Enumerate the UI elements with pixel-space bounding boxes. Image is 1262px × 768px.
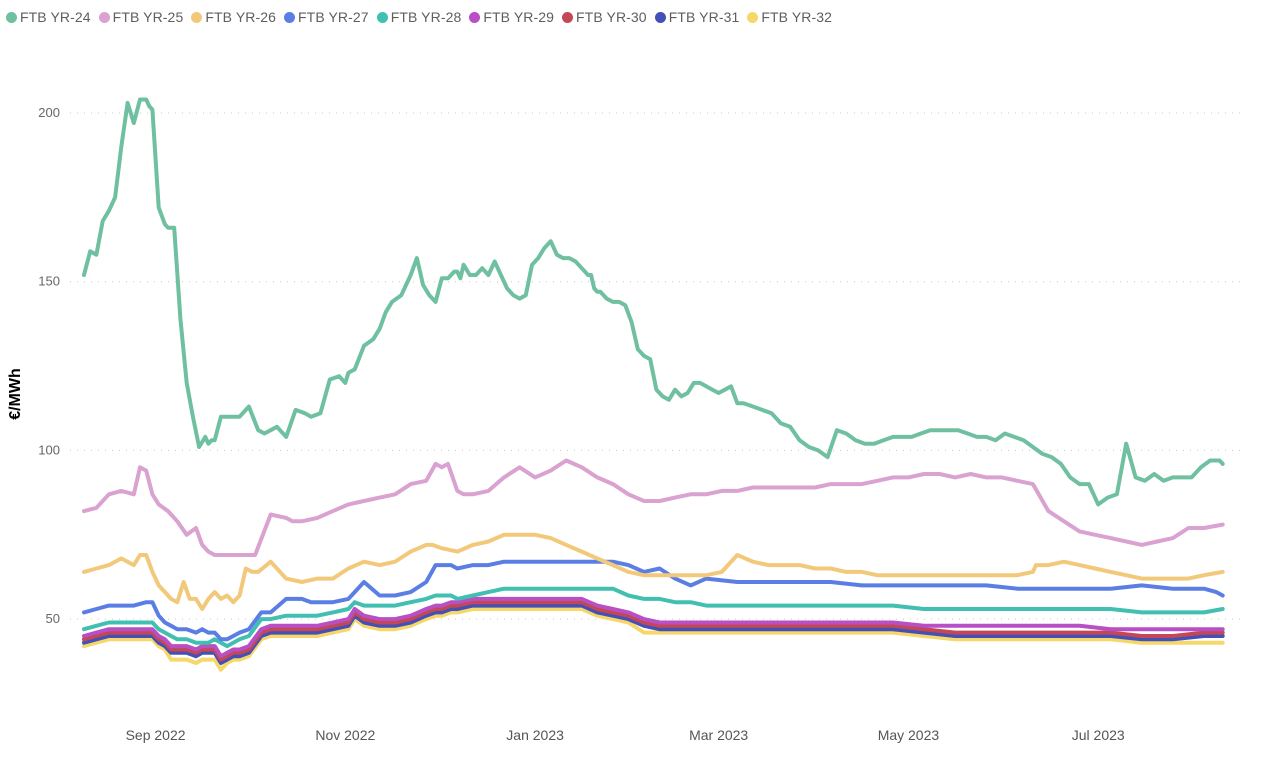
- legend-marker-icon: [562, 11, 574, 23]
- y-tick-label: 150: [38, 274, 60, 289]
- legend-marker-icon: [6, 11, 17, 23]
- x-tick-label: Mar 2023: [689, 727, 748, 743]
- series-line-ftb-yr-25[interactable]: [82, 458, 1225, 557]
- y-tick-label: 50: [46, 611, 60, 626]
- chart-legend: FTB YR-24 FTB YR-25 FTB YR-26 FTB YR-27 FTB …: [6, 6, 840, 28]
- series-line-ftb-yr-24[interactable]: [82, 97, 1225, 507]
- legend-marker-icon: [747, 11, 759, 23]
- legend-label: FTB YR-27: [298, 9, 369, 25]
- legend-marker-icon: [191, 11, 203, 23]
- series-line-ftb-yr-27[interactable]: [82, 559, 1225, 642]
- legend-marker-icon: [376, 11, 388, 23]
- legend-label: FTB YR-28: [390, 9, 462, 25]
- legend-marker-icon: [469, 11, 481, 23]
- legend-item[interactable]: FTB YR-25: [98, 9, 184, 25]
- y-tick-label: 100: [38, 442, 60, 457]
- x-tick-label: Sep 2022: [126, 727, 186, 743]
- gridlines: [70, 112, 1245, 620]
- series-line-ftb-yr-32[interactable]: [82, 607, 1225, 672]
- series-lines: [82, 97, 1225, 672]
- series-line-ftb-yr-29[interactable]: [82, 596, 1225, 659]
- x-axis-ticks: Sep 2022 Nov 2022 Jan 2023 Mar 2023 May 2023…: [126, 727, 1125, 743]
- legend-item[interactable]: FTB YR-29: [469, 9, 554, 25]
- legend-label: FTB YR-24: [20, 9, 91, 25]
- legend-label: FTB YR-25: [112, 9, 184, 25]
- legend-label: FTB YR-32: [761, 9, 833, 25]
- legend-marker-icon: [98, 11, 110, 23]
- series-line-ftb-yr-28[interactable]: [82, 586, 1225, 649]
- y-tick-label: 200: [38, 105, 60, 120]
- legend-item[interactable]: FTB YR-28: [376, 9, 462, 25]
- series-line-ftb-yr-30[interactable]: [82, 600, 1225, 662]
- legend-label: FTB YR-29: [483, 9, 555, 25]
- legend-label: FTB YR-31: [668, 9, 740, 25]
- legend-item[interactable]: FTB YR-26: [191, 9, 276, 25]
- x-tick-label: Jan 2023: [506, 727, 564, 743]
- legend-item[interactable]: FTB YR-31: [654, 9, 740, 25]
- legend-marker-icon: [284, 11, 296, 23]
- legend-item[interactable]: FTB YR-30: [562, 9, 647, 25]
- legend-item[interactable]: FTB YR-27: [284, 9, 369, 25]
- legend-label: FTB YR-30: [576, 9, 647, 25]
- y-axis-ticks: 50 100 150 200: [38, 105, 60, 626]
- legend-item[interactable]: FTB YR-32: [747, 9, 832, 25]
- legend-marker-icon: [654, 11, 666, 23]
- x-tick-label: May 2023: [878, 727, 940, 743]
- series-line-ftb-yr-26[interactable]: [82, 532, 1225, 611]
- series-line-ftb-yr-31[interactable]: [82, 603, 1225, 665]
- legend-label: FTB YR-26: [205, 9, 277, 25]
- x-tick-label: Jul 2023: [1072, 727, 1125, 743]
- legend-item[interactable]: FTB YR-24: [6, 9, 91, 25]
- x-tick-label: Nov 2022: [315, 727, 375, 743]
